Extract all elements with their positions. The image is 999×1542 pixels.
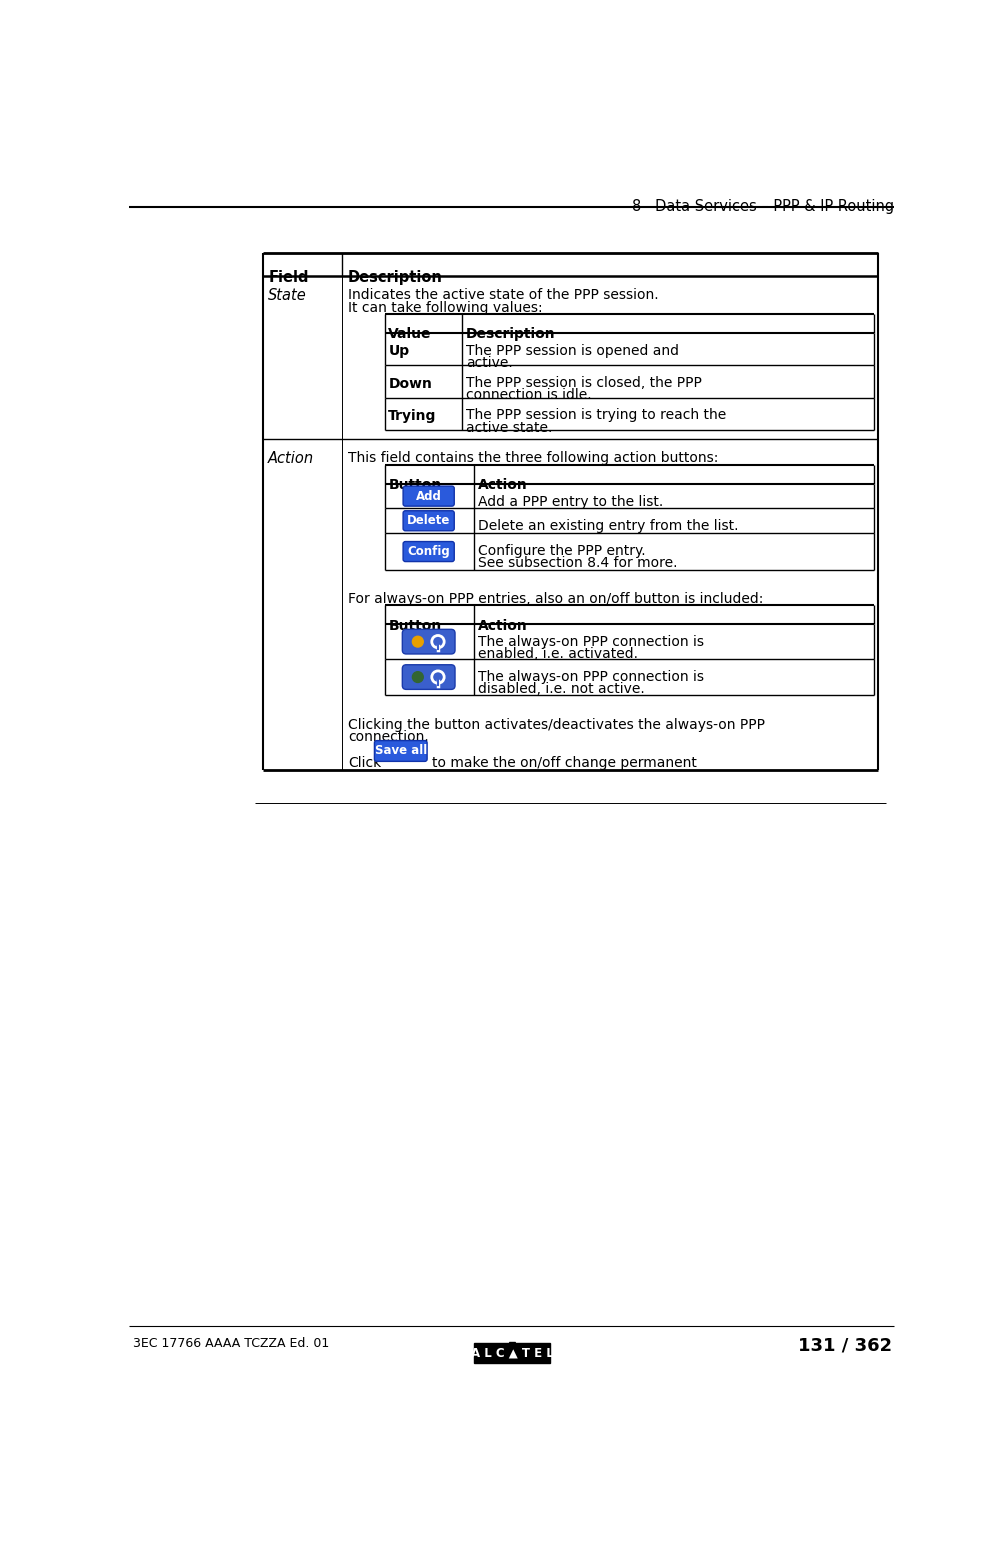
Text: Description: Description — [348, 270, 443, 285]
Text: to make the on/off change permanent: to make the on/off change permanent — [432, 757, 696, 771]
Text: Delete: Delete — [407, 515, 451, 527]
FancyBboxPatch shape — [403, 665, 455, 689]
Text: Action: Action — [269, 452, 315, 467]
Text: 131 / 362: 131 / 362 — [798, 1337, 892, 1355]
Circle shape — [413, 672, 424, 683]
FancyBboxPatch shape — [404, 541, 455, 561]
Text: Add: Add — [416, 490, 442, 503]
FancyBboxPatch shape — [404, 486, 455, 506]
Text: Configure the PPP entry.: Configure the PPP entry. — [478, 544, 645, 558]
Text: Indicates the active state of the PPP session.: Indicates the active state of the PPP se… — [348, 288, 658, 302]
Text: The PPP session is opened and: The PPP session is opened and — [466, 344, 679, 358]
Text: Action: Action — [478, 478, 527, 492]
FancyBboxPatch shape — [475, 1343, 549, 1363]
Text: 8   Data Services – PPP & IP Routing: 8 Data Services – PPP & IP Routing — [632, 199, 894, 214]
Text: This field contains the three following action buttons:: This field contains the three following … — [348, 452, 718, 466]
Text: Action: Action — [478, 618, 527, 632]
Text: Save all: Save all — [375, 745, 427, 757]
Text: See subsection 8.4 for more.: See subsection 8.4 for more. — [478, 557, 677, 571]
Text: Config: Config — [408, 544, 451, 558]
Text: Up: Up — [389, 344, 410, 358]
Text: connection is idle.: connection is idle. — [466, 389, 591, 402]
Text: active state.: active state. — [466, 421, 552, 435]
FancyBboxPatch shape — [404, 510, 455, 530]
Text: The always-on PPP connection is: The always-on PPP connection is — [478, 635, 703, 649]
Text: connection.: connection. — [348, 731, 429, 745]
Text: Click: Click — [348, 757, 382, 771]
Text: Button: Button — [389, 618, 442, 632]
Text: active.: active. — [466, 356, 512, 370]
Text: For always-on PPP entries, also an on/off button is included:: For always-on PPP entries, also an on/of… — [348, 592, 763, 606]
Text: Clicking the button activates/deactivates the always-on PPP: Clicking the button activates/deactivate… — [348, 719, 765, 732]
Text: It can take following values:: It can take following values: — [348, 301, 542, 315]
Text: enabled, i.e. activated.: enabled, i.e. activated. — [478, 648, 637, 662]
FancyBboxPatch shape — [375, 740, 428, 762]
Text: Field: Field — [269, 270, 309, 285]
Text: The always-on PPP connection is: The always-on PPP connection is — [478, 671, 703, 685]
Text: Down: Down — [389, 376, 433, 390]
Text: A L C ▲ T E L: A L C ▲ T E L — [471, 1346, 553, 1360]
Text: Description: Description — [466, 327, 555, 341]
Text: The PPP session is trying to reach the: The PPP session is trying to reach the — [466, 409, 726, 423]
Text: Button: Button — [389, 478, 442, 492]
Text: Trying: Trying — [389, 409, 437, 423]
Text: 3EC 17766 AAAA TCZZA Ed. 01: 3EC 17766 AAAA TCZZA Ed. 01 — [133, 1337, 329, 1349]
Text: Delete an existing entry from the list.: Delete an existing entry from the list. — [478, 520, 738, 534]
FancyBboxPatch shape — [403, 629, 455, 654]
Text: State: State — [269, 288, 307, 304]
Text: The PPP session is closed, the PPP: The PPP session is closed, the PPP — [466, 376, 701, 390]
Text: Value: Value — [389, 327, 432, 341]
Circle shape — [413, 637, 424, 648]
Text: disabled, i.e. not active.: disabled, i.e. not active. — [478, 683, 644, 697]
Text: Add a PPP entry to the list.: Add a PPP entry to the list. — [478, 495, 662, 509]
